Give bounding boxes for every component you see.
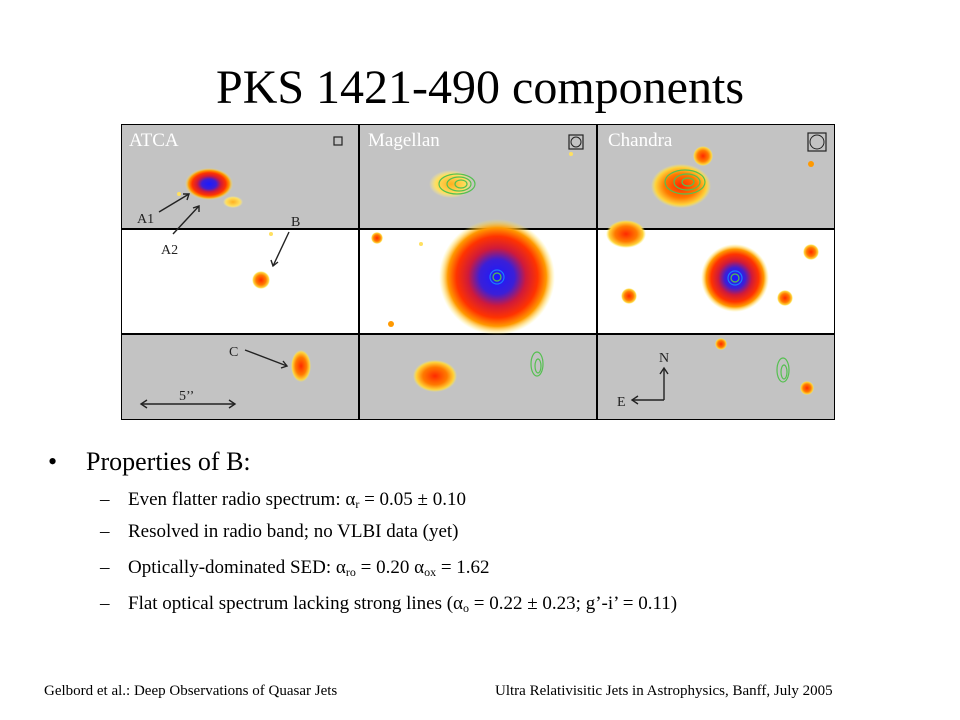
panel-label-chandra: Chandra [608,130,673,151]
sub-bullet-2: – Resolved in radio band; no VLBI data (y… [100,521,459,542]
compass-east: E [617,395,626,410]
label-a2: A2 [161,243,178,258]
footer-left: Gelbord et al.: Deep Observations of Qua… [44,683,338,699]
panel-label-magellan: Magellan [368,130,440,151]
compass-arrows [630,366,669,405]
sub-bullet-1: – Even flatter radio spectrum: αr = 0.05 … [100,489,466,511]
bullet-properties: • Properties of B: [48,446,251,478]
label-b: B [291,215,300,230]
label-c: C [229,345,238,360]
atca-sources [177,168,311,382]
bullet-main-text: Properties of B: [86,447,251,476]
image-grid-svg: A1 A2 B C 5’’ N E [122,125,834,419]
label-a1: A1 [137,212,154,227]
beam-icon [807,132,827,152]
slide-title: PKS 1421-490 components [216,61,744,114]
sub-bullet-3: – Optically-dominated SED: αro = 0.20 αox… [100,557,490,579]
sub-bullet-4: – Flat optical spectrum lacking strong li… [100,593,678,615]
beam-circle-icon [570,136,582,148]
magellan-contours [438,173,544,377]
multiwavelength-image-grid: A1 A2 B C 5’’ N E ATCA Magellan Chandra [121,124,835,420]
footer-right: Ultra Relativisitic Jets in Astrophysics… [495,683,833,699]
beam-icon [333,136,343,146]
compass-north: N [659,351,669,366]
chandra-contours [664,169,790,383]
panel-label-atca: ATCA [129,130,179,151]
scale-bar-label: 5’’ [179,389,194,404]
bullet-dot: • [48,447,58,476]
magellan-sources [371,152,573,392]
beam-icon [568,134,584,150]
beam-circle-icon [809,134,825,150]
atca-annotations [139,193,290,409]
chandra-sources [606,146,819,395]
